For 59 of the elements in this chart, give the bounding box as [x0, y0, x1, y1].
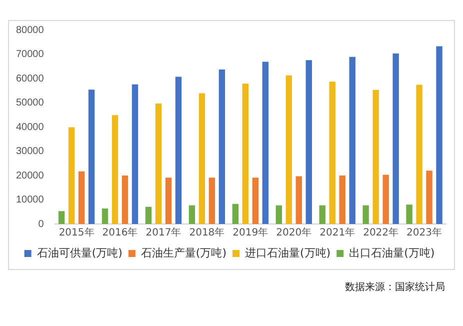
bar: [426, 170, 432, 224]
bar: [132, 84, 138, 224]
legend-label: 石油可供量(万吨): [36, 246, 122, 260]
bar: [296, 176, 302, 224]
x-tick-label: 2021年: [320, 226, 356, 239]
bar: [68, 127, 75, 224]
x-tick-label: 2019年: [232, 226, 268, 239]
bar: [276, 205, 282, 224]
bar: [58, 211, 65, 224]
y-tick-label: 60000: [16, 73, 44, 84]
bar: [112, 115, 118, 224]
y-tick-label: 30000: [16, 146, 44, 157]
bar: [262, 62, 268, 224]
bar: [362, 205, 369, 224]
bar: [175, 76, 182, 224]
bar: [436, 46, 442, 224]
bar: [145, 206, 152, 224]
x-tick-label: 2022年: [363, 226, 399, 239]
bar: [349, 56, 356, 224]
x-tick-label: 2018年: [189, 226, 225, 239]
bar: [306, 60, 312, 224]
bar: [392, 54, 399, 224]
legend-label: 出口石油量(万吨): [349, 246, 435, 260]
y-tick-label: 0: [38, 218, 44, 230]
bar: [208, 178, 216, 224]
bar: [406, 204, 412, 224]
bar: [188, 205, 196, 224]
y-tick-label: 20000: [16, 170, 44, 182]
bar: [382, 174, 389, 224]
bar: [198, 93, 206, 224]
x-tick-label: 2023年: [406, 226, 442, 239]
bar: [372, 90, 379, 224]
bar: [286, 75, 292, 224]
legend-label: 石油生产量(万吨): [140, 246, 227, 260]
bar: [155, 103, 162, 224]
x-tick-label: 2017年: [146, 226, 182, 239]
x-tick-label: 2020年: [276, 226, 312, 239]
y-tick-label: 40000: [16, 122, 44, 133]
bar: [122, 176, 128, 224]
bar: [339, 176, 346, 224]
bar: [78, 171, 85, 224]
bar: [102, 208, 108, 224]
bar: [329, 82, 336, 224]
bar: [218, 70, 226, 224]
bar: [242, 84, 249, 224]
bar: [416, 84, 422, 224]
y-tick-label: 10000: [16, 194, 44, 206]
source-note: 数据来源：国家统计局: [344, 280, 446, 294]
x-tick-label: 2015年: [58, 226, 94, 239]
legend-label: 进口石油量(万吨): [245, 246, 331, 260]
bar: [232, 204, 239, 224]
y-tick-label: 70000: [16, 49, 44, 60]
y-tick-label: 50000: [16, 98, 44, 108]
y-tick-label: 80000: [16, 24, 44, 36]
bar: [165, 178, 172, 224]
x-tick-label: 2016年: [102, 226, 138, 239]
bar: [319, 205, 326, 224]
bar: [252, 178, 258, 224]
bar: [88, 90, 95, 224]
